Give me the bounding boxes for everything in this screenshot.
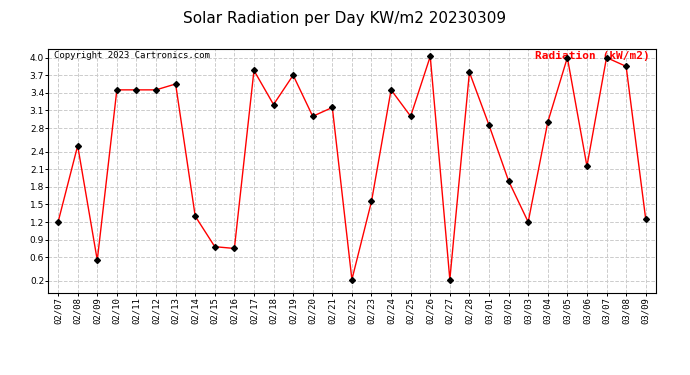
- Text: Radiation (kW/m2): Radiation (kW/m2): [535, 51, 649, 61]
- Text: Copyright 2023 Cartronics.com: Copyright 2023 Cartronics.com: [55, 51, 210, 60]
- Text: Solar Radiation per Day KW/m2 20230309: Solar Radiation per Day KW/m2 20230309: [184, 11, 506, 26]
